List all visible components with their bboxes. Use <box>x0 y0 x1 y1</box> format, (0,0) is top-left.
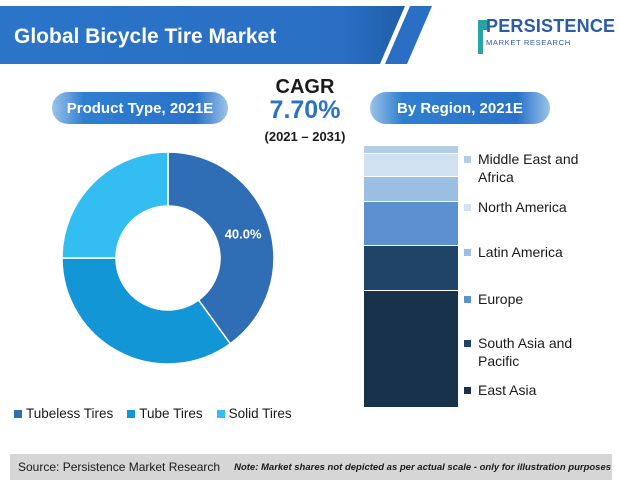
page-title: Global Bicycle Tire Market <box>14 25 277 48</box>
bar-segment-middle-east-and-africa <box>364 146 458 154</box>
product-type-header: Product Type, 2021E <box>52 92 228 124</box>
legend-label-east-asia: East Asia <box>478 382 537 398</box>
bar-segment-east-asia <box>364 291 458 408</box>
legend-label-europe: Europe <box>478 291 524 307</box>
donut-slice-tubeless-tires <box>167 151 275 345</box>
cagr-value: 7.70% <box>269 96 341 124</box>
legend-swatch-tube-tires <box>127 409 136 418</box>
legend-swatch-east-asia <box>464 387 471 394</box>
legend-item-tubeless-tires: Tubeless Tires <box>14 406 113 421</box>
footer: Source: Persistence Market Research Note… <box>10 454 612 480</box>
legend-label-middle-east-and-africa: Middle East and Africa <box>478 151 579 185</box>
legend-item-tube-tires: Tube Tires <box>127 406 203 421</box>
legend-item-solid-tires: Solid Tires <box>216 406 292 421</box>
region-stacked-bar <box>364 146 458 408</box>
legend-label-north-america: North America <box>478 199 567 215</box>
legend-item-east-asia: East Asia <box>464 381 614 399</box>
legend-swatch-tubeless-tires <box>14 409 22 418</box>
donut-slice-solid-tires <box>61 151 169 259</box>
legend-label-solid-tires: Solid Tires <box>228 406 292 421</box>
bar-segment-north-america <box>364 153 458 178</box>
legend-swatch-north-america <box>464 204 471 211</box>
legend-item-south-asia-and-pacific: South Asia and Pacific <box>464 334 614 370</box>
legend-label-latin-america: Latin America <box>478 244 563 260</box>
legend-swatch-solid-tires <box>216 409 225 418</box>
donut-slice-tube-tires <box>61 257 232 365</box>
product-type-legend: Tubeless Tires Tube Tires Solid Tires <box>14 406 306 421</box>
legend-swatch-south-asia-and-pacific <box>464 340 471 347</box>
region-header: By Region, 2021E <box>370 92 550 124</box>
legend-item-middle-east-and-africa: Middle East and Africa <box>464 150 614 186</box>
bar-segment-europe <box>364 202 458 246</box>
persistence-logo: PERSISTENCE MARKET RESEARCH <box>476 14 615 64</box>
legend-item-latin-america: Latin America <box>464 243 614 261</box>
legend-label-south-asia-and-pacific: South Asia and Pacific <box>478 335 573 369</box>
legend-swatch-europe <box>464 296 471 303</box>
legend-item-north-america: North America <box>464 198 614 216</box>
donut-data-label-tubeless-tires: 40.0% <box>225 227 262 242</box>
legend-label-tubeless-tires: Tubeless Tires <box>26 406 114 421</box>
bar-segment-latin-america <box>364 177 458 203</box>
footer-note: Note: Market shares not depicted as per … <box>234 461 612 473</box>
logo-sub-text: MARKET RESEARCH <box>486 38 571 47</box>
title-banner: Global Bicycle Tire Market <box>0 6 440 64</box>
logo-main-text: PERSISTENCE <box>486 16 616 36</box>
legend-label-tube-tires: Tube Tires <box>139 406 203 421</box>
cagr-period: (2021 – 2031) <box>264 129 346 144</box>
legend-item-europe: Europe <box>464 290 614 308</box>
legend-swatch-latin-america <box>464 249 471 256</box>
footer-source: Source: Persistence Market Research <box>18 460 221 474</box>
legend-swatch-middle-east-and-africa <box>464 156 471 163</box>
bar-segment-south-asia-and-pacific <box>364 245 458 292</box>
product-type-donut-chart: 40.0% <box>61 151 275 365</box>
cagr-label: CAGR <box>275 76 335 98</box>
logo-mark-icon <box>478 20 488 54</box>
title-banner-shape <box>0 6 432 64</box>
